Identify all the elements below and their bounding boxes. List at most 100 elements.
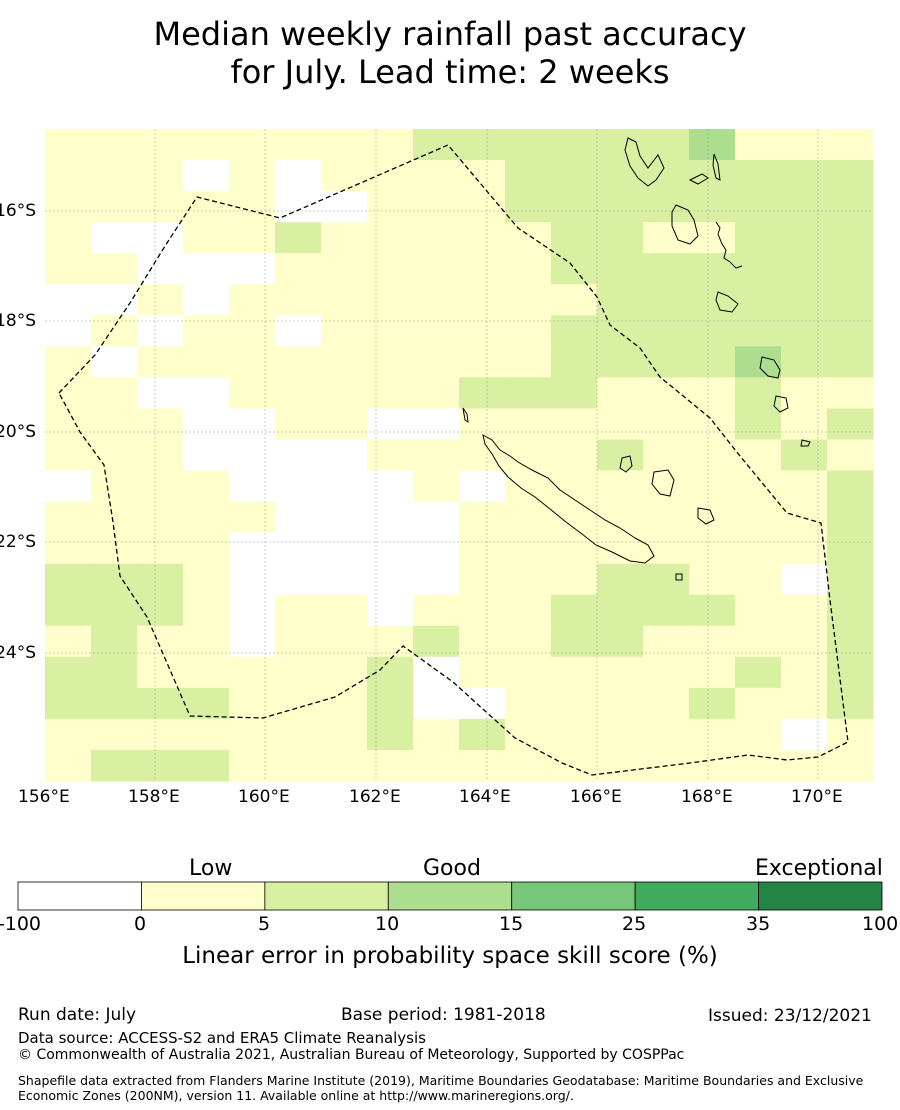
grid-cell (183, 284, 230, 316)
colorbar-tick-15: 15 (499, 913, 524, 935)
grid-cell (597, 284, 644, 316)
colorbar-segment (264, 881, 389, 911)
grid-cell (91, 594, 138, 627)
grid-cell (367, 718, 414, 751)
grid-cell (413, 284, 460, 316)
coastline-efate (759, 356, 781, 379)
grid-cell (413, 532, 460, 565)
grid-cell (321, 501, 368, 534)
grid-cell (643, 625, 690, 658)
grid-cell (183, 315, 230, 347)
lat-label-18s: 18°S (0, 311, 36, 331)
grid-cell (413, 191, 460, 223)
grid-cell (321, 439, 368, 472)
grid-cell (137, 284, 184, 316)
colorbar-segment (511, 881, 636, 911)
grid-cell (689, 346, 736, 378)
grid-cell (321, 191, 368, 223)
grid-cell (735, 625, 782, 658)
grid-cell (735, 284, 782, 316)
grid-cell (275, 532, 322, 565)
grid-cell (229, 687, 276, 720)
grid-cell (91, 253, 138, 285)
grid-cell (827, 408, 874, 441)
grid-cell (781, 191, 828, 223)
grid-cell (781, 501, 828, 534)
grid-cell (229, 222, 276, 254)
grid-cell (91, 439, 138, 472)
grid-cell (413, 408, 460, 441)
grid-cell (321, 346, 368, 378)
grid-cell (321, 749, 368, 782)
grid-cell (689, 532, 736, 565)
grid-cell (91, 532, 138, 565)
grid-cell (91, 749, 138, 782)
coastline-espiritu-santo (624, 137, 665, 187)
grid-cell (229, 346, 276, 378)
coastline-ouvea (619, 455, 633, 473)
grid-cell (413, 656, 460, 689)
grid-cell (275, 718, 322, 751)
grid-cell (413, 377, 460, 410)
grid-cell (459, 439, 506, 472)
grid-cell (137, 315, 184, 347)
coastline-epi (715, 291, 739, 313)
grid-cell (45, 563, 92, 596)
grid-cell (827, 160, 874, 192)
grid-cell (183, 222, 230, 254)
grid-cell (505, 749, 552, 782)
grid-cell (321, 377, 368, 410)
grid-cell (597, 594, 644, 627)
grid-cell (413, 687, 460, 720)
grid-cell (275, 129, 322, 161)
grid-cell (321, 594, 368, 627)
grid-cell (459, 315, 506, 347)
shapefile-note: Shapefile data extracted from Flanders M… (18, 1073, 864, 1103)
grid-cell (275, 439, 322, 472)
grid-cell (827, 284, 874, 316)
grid-cell (367, 501, 414, 534)
grid-cell (781, 718, 828, 751)
grid-cell (781, 129, 828, 161)
grid-cell (183, 594, 230, 627)
grid-cell (459, 532, 506, 565)
grid-cell (45, 129, 92, 161)
grid-cell (275, 222, 322, 254)
grid-cell (459, 191, 506, 223)
grid-cell (781, 749, 828, 782)
grid-cell (689, 749, 736, 782)
grid-cell (183, 563, 230, 596)
skill-grid (45, 129, 874, 782)
grid-cell (321, 532, 368, 565)
grid-cell (597, 718, 644, 751)
grid-cell (689, 408, 736, 441)
grid-cell (45, 687, 92, 720)
grid-cell (643, 718, 690, 751)
grid-cell (643, 563, 690, 596)
lon-label-158e: 158°E (128, 787, 180, 807)
grid-cell (45, 160, 92, 192)
grid-cell (735, 160, 782, 192)
grid-cell (643, 284, 690, 316)
grid-cell (827, 222, 874, 254)
grid-cell (735, 749, 782, 782)
grid-cell (781, 160, 828, 192)
grid-cell (505, 656, 552, 689)
grid-cell (275, 563, 322, 596)
grid-cell (551, 470, 598, 503)
grid-cell (137, 594, 184, 627)
grid-cell (413, 439, 460, 472)
grid-cell (597, 656, 644, 689)
grid-cell (551, 346, 598, 378)
grid-cell (229, 129, 276, 161)
grid-cell (45, 253, 92, 285)
grid-cell (827, 532, 874, 565)
grid-cell (45, 470, 92, 503)
grid-cell (505, 129, 552, 161)
grid-cell (45, 718, 92, 751)
lon-label-168e: 168°E (681, 787, 733, 807)
grid-cell (689, 222, 736, 254)
grid-cell (91, 160, 138, 192)
grid-cell (827, 346, 874, 378)
grid-cell (275, 191, 322, 223)
